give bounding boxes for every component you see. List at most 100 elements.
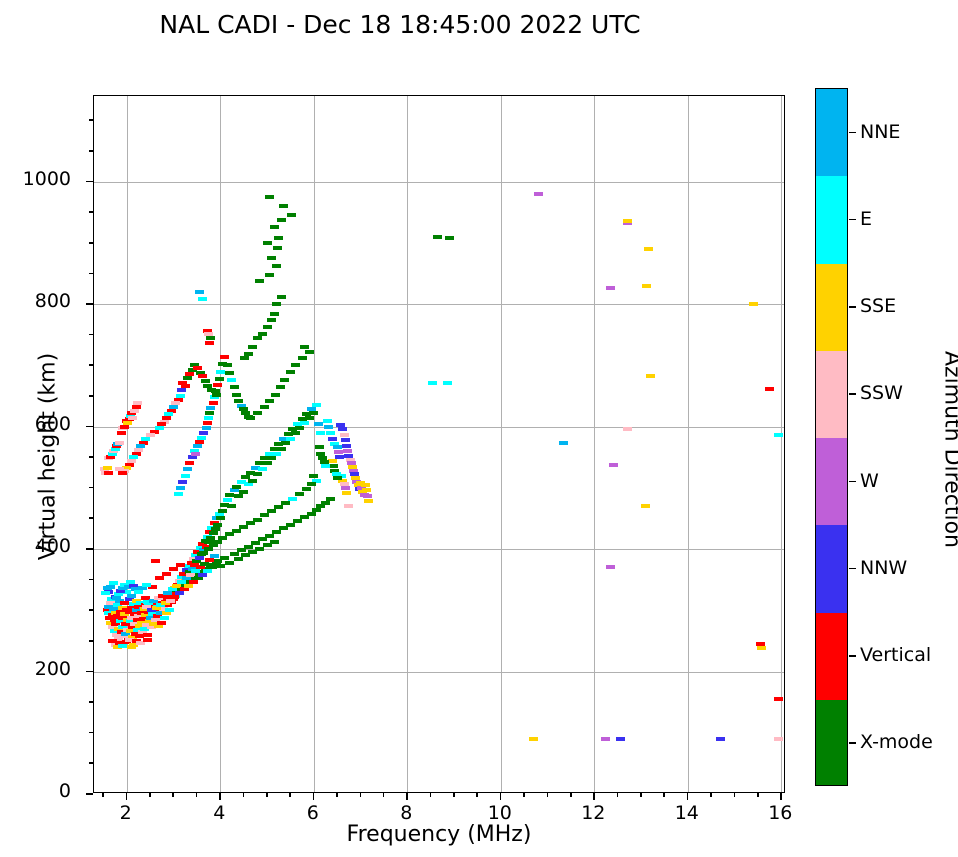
scatter-point [262,325,272,330]
scatter-point [108,613,118,618]
scatter-point [125,629,135,634]
scatter-point [124,597,134,602]
x-tick-label: 16 [768,802,793,824]
scatter-point [125,609,135,614]
scatter-point [220,354,230,359]
scatter-point [176,563,185,567]
scatter-point [188,556,198,561]
scatter-point [241,474,251,479]
scatter-point [606,565,616,570]
scatter-point [324,424,334,429]
scatter-point [115,588,125,593]
scatter-point [337,473,347,478]
scatter-point [201,544,211,549]
scatter-point [159,419,169,424]
scatter-point [125,413,135,418]
scatter-point [163,603,173,608]
colorbar-band-nnw[interactable] [816,525,847,613]
scatter-point [157,620,167,625]
scatter-point [356,480,365,485]
scatter-point [253,336,263,341]
colorbar[interactable] [815,88,848,786]
scatter-point [136,641,146,646]
scatter-point [199,550,209,555]
plot-area[interactable] [93,95,785,793]
colorbar-band-ssw[interactable] [816,350,847,438]
x-tick-minor [266,793,268,797]
scatter-point [129,611,139,616]
scatter-point [193,549,203,554]
colorbar-band-nne[interactable] [816,89,847,177]
scatter-point [196,545,206,550]
scatter-point [309,411,319,416]
gridline-vertical [220,96,222,792]
scatter-point [316,504,326,509]
scatter-point [138,586,148,591]
scatter-point [313,422,323,427]
y-tick-minor [89,241,93,244]
colorbar-band-vertical[interactable] [816,612,847,700]
scatter-point [264,533,274,538]
colorbar-band-w[interactable] [816,438,847,526]
scatter-point [118,634,128,639]
scatter-point [127,416,137,421]
scatter-point [131,598,141,603]
scatter-point [339,433,349,438]
scatter-point [267,318,277,323]
scatter-point [755,641,765,646]
scatter-point [185,570,195,575]
gridline-vertical [313,96,315,792]
scatter-point [187,566,197,571]
scatter-point [241,411,251,416]
scatter-point [203,569,213,574]
scatter-point [206,563,216,567]
y-tick-minor [89,639,93,642]
scatter-point [267,456,277,461]
scatter-point [232,528,242,533]
scatter-point [131,451,141,456]
scatter-point [622,221,632,226]
scatter-point [208,543,218,548]
scatter-point [144,600,154,605]
scatter-point [183,564,193,569]
scatter-point [111,621,121,626]
scatter-point [311,507,321,512]
scatter-point [234,494,244,499]
colorbar-band-sse[interactable] [816,263,847,351]
scatter-point [433,234,443,239]
y-tick-minor [89,211,93,213]
scatter-point [128,635,138,640]
scatter-point [144,619,154,624]
scatter-point [304,416,314,421]
scatter-point [264,398,274,403]
x-tick [125,793,128,800]
scatter-point [119,424,129,429]
x-tick-minor [523,793,525,797]
scatter-point [113,626,123,631]
scatter-point [198,572,208,577]
scatter-point [139,626,149,631]
scatter-point [101,591,111,596]
colorbar-band-x-mode[interactable] [816,699,847,785]
scatter-point [334,455,344,460]
gridline-vertical [594,96,596,792]
scatter-point [164,412,174,417]
scatter-point [176,394,185,399]
scatter-point [154,576,164,581]
scatter-point [220,555,230,560]
scatter-point [328,463,338,468]
scatter-point [200,561,210,566]
y-tick-minor [89,517,93,520]
scatter-point [108,638,118,643]
gridline-vertical [500,96,502,792]
scatter-point [146,625,156,630]
colorbar-band-e[interactable] [816,176,847,264]
scatter-point [351,476,361,481]
scatter-point [153,614,163,619]
scatter-point [160,598,170,603]
scatter-point [234,398,244,403]
scatter-point [158,593,168,598]
scatter-point [444,236,454,241]
scatter-point [290,363,300,368]
scatter-point [309,473,319,478]
